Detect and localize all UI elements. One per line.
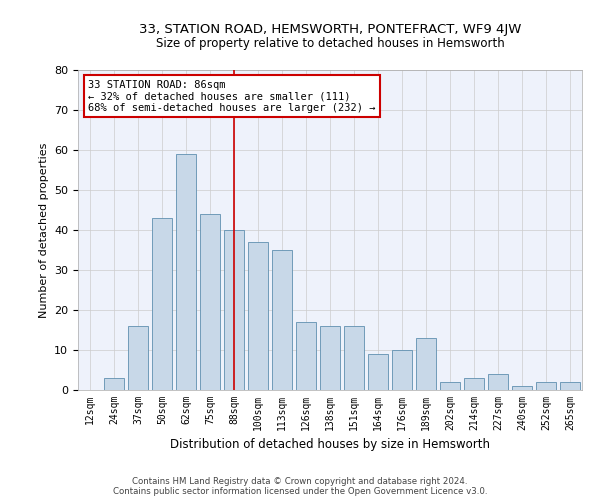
X-axis label: Distribution of detached houses by size in Hemsworth: Distribution of detached houses by size … (170, 438, 490, 452)
Bar (200, 214, 220, 390)
Bar (128, 326, 148, 390)
Bar (440, 382, 460, 390)
Bar (104, 378, 124, 390)
Text: Size of property relative to detached houses in Hemsworth: Size of property relative to detached ho… (155, 38, 505, 51)
Text: Contains HM Land Registry data © Crown copyright and database right 2024.: Contains HM Land Registry data © Crown c… (132, 478, 468, 486)
Bar (512, 386, 532, 390)
Bar (272, 250, 292, 390)
Text: 33 STATION ROAD: 86sqm
← 32% of detached houses are smaller (111)
68% of semi-de: 33 STATION ROAD: 86sqm ← 32% of detached… (88, 80, 376, 113)
Bar (224, 230, 244, 390)
Bar (536, 382, 556, 390)
Bar (320, 326, 340, 390)
Bar (248, 242, 268, 390)
Bar (560, 382, 580, 390)
Y-axis label: Number of detached properties: Number of detached properties (38, 142, 49, 318)
Bar (488, 374, 508, 390)
Bar (464, 378, 484, 390)
Bar (368, 354, 388, 390)
Text: Contains public sector information licensed under the Open Government Licence v3: Contains public sector information licen… (113, 488, 487, 496)
Bar (416, 338, 436, 390)
Bar (344, 326, 364, 390)
Bar (296, 322, 316, 390)
Bar (152, 218, 172, 390)
Bar (176, 154, 196, 390)
Text: 33, STATION ROAD, HEMSWORTH, PONTEFRACT, WF9 4JW: 33, STATION ROAD, HEMSWORTH, PONTEFRACT,… (139, 22, 521, 36)
Bar (392, 350, 412, 390)
